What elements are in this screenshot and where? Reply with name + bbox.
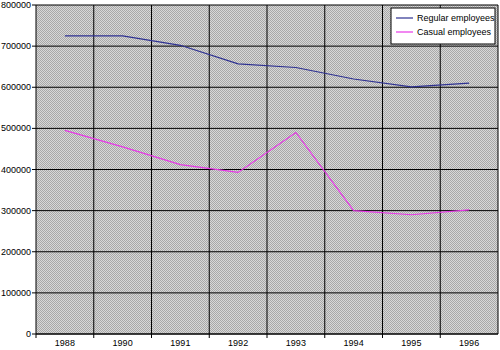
chart: 0 100000 200000 300000 400000 500000 600000 700…: [0, 0, 500, 350]
grid-line: [36, 210, 498, 211]
x-tick-label: 1993: [286, 338, 306, 348]
grid-line: [36, 292, 498, 293]
y-tick-label: 400000: [1, 165, 31, 175]
grid-line: [36, 5, 498, 6]
x-tick-label: 1992: [228, 338, 248, 348]
y-tick: [32, 292, 36, 293]
x-tick-label: 1990: [113, 338, 133, 348]
legend: Regular employees Casual employees: [391, 8, 495, 44]
x-tick-label: 1996: [459, 338, 479, 348]
x-tick-label: 1991: [170, 338, 190, 348]
grid-line: [36, 128, 498, 129]
x-tick: [151, 334, 152, 338]
legend-swatch: [396, 31, 413, 32]
x-tick: [382, 334, 383, 338]
y-tick: [32, 251, 36, 252]
y-tick: [32, 334, 36, 335]
series-line: [65, 130, 469, 214]
y-tick-label: 100000: [1, 288, 31, 298]
x-tick-label: 1988: [55, 338, 75, 348]
grid-line: [36, 87, 498, 88]
y-tick: [32, 210, 36, 211]
plot-background: [36, 5, 498, 334]
y-tick-label: 0: [26, 329, 31, 339]
x-tick: [267, 334, 268, 338]
y-tick-label: 600000: [1, 82, 31, 92]
y-tick-label: 300000: [1, 206, 31, 216]
y-tick: [32, 5, 36, 6]
grid-line: [36, 169, 498, 170]
grid-line: [36, 46, 498, 47]
x-tick: [36, 334, 37, 338]
legend-label: Casual employees: [417, 27, 492, 37]
y-tick-label: 200000: [1, 247, 31, 257]
x-tick: [209, 334, 210, 338]
x-tick: [324, 334, 325, 338]
y-tick-label: 500000: [1, 123, 31, 133]
legend-label: Regular employees: [417, 13, 495, 23]
x-tick-label: 1994: [344, 338, 364, 348]
y-tick-label: 700000: [1, 41, 31, 51]
y-tick-label: 800000: [1, 0, 31, 10]
y-tick: [32, 128, 36, 129]
y-tick: [32, 87, 36, 88]
x-tick: [93, 334, 94, 338]
x-tick-label: 1995: [401, 338, 421, 348]
x-tick: [440, 334, 441, 338]
plot-frame: [498, 5, 499, 334]
grid-line: [36, 251, 498, 252]
y-axis: [36, 5, 37, 334]
legend-box: [391, 8, 495, 44]
y-tick: [32, 46, 36, 47]
legend-swatch: [396, 17, 413, 18]
series-group: [65, 36, 469, 215]
y-tick: [32, 169, 36, 170]
